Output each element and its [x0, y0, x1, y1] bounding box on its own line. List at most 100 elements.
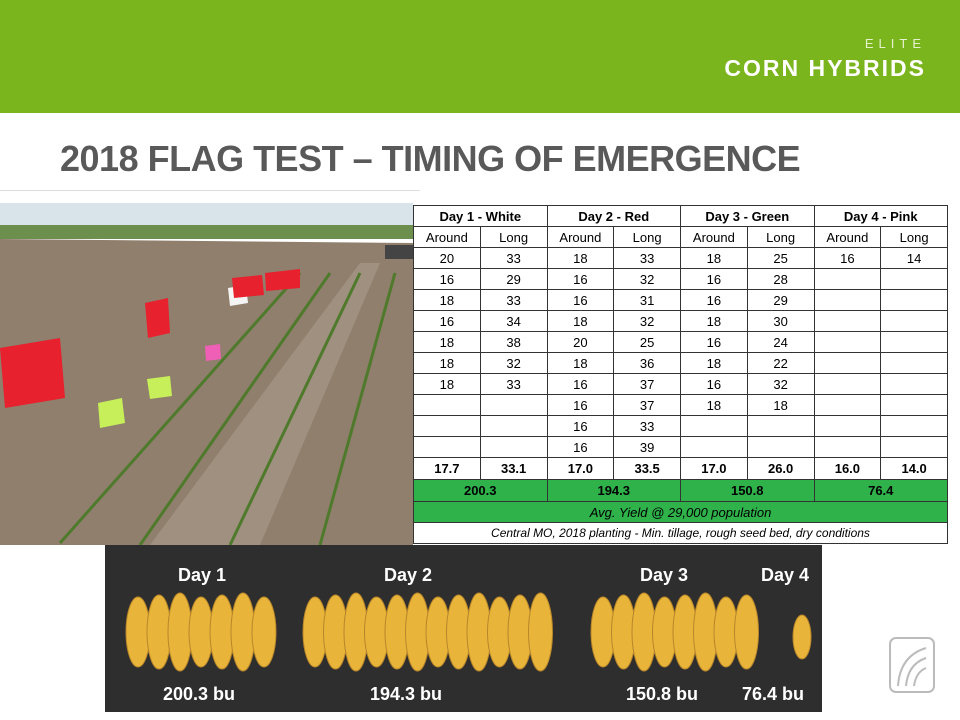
- cell: 38: [479, 331, 548, 353]
- cell: 16: [413, 268, 481, 290]
- corn-cob: [230, 592, 256, 672]
- corn-cob: [188, 596, 214, 668]
- cell: 20: [413, 247, 481, 269]
- cell: [813, 394, 882, 416]
- cell: 25: [746, 247, 815, 269]
- cell: [813, 331, 882, 353]
- average-cell: 17.7: [413, 457, 481, 480]
- data-row: 18 38 20 25 16 24: [413, 331, 948, 353]
- cell: [880, 352, 948, 374]
- cell: [680, 436, 748, 458]
- yield-cell: 200.3: [413, 479, 548, 502]
- cell: 16: [546, 415, 615, 437]
- cell: 16: [680, 331, 748, 353]
- cell: 16: [546, 373, 615, 395]
- average-cell: 17.0: [546, 457, 615, 480]
- cell: [413, 436, 481, 458]
- cell: 34: [479, 310, 548, 332]
- title-rule: [0, 190, 420, 191]
- bushel-label: 150.8 bu: [626, 684, 699, 704]
- cell: 18: [413, 289, 481, 311]
- cell: 16: [680, 268, 748, 290]
- cell: 33: [479, 373, 548, 395]
- cell: 36: [613, 352, 681, 374]
- yield-cell: 194.3: [546, 479, 681, 502]
- group-header: Day 4 - Pink: [813, 205, 948, 227]
- cell: [880, 268, 948, 290]
- footnote-row: Central MO, 2018 planting - Min. tillage…: [413, 522, 948, 544]
- cell: 31: [613, 289, 681, 311]
- data-row: 20 33 18 33 18 25 16 14: [413, 247, 948, 269]
- cell: [880, 436, 948, 458]
- cell: 32: [613, 310, 681, 332]
- corn-cob: [251, 596, 277, 668]
- cell: 32: [613, 268, 681, 290]
- average-cell: 26.0: [746, 457, 815, 480]
- average-cell: 16.0: [813, 457, 882, 480]
- cell: 18: [680, 352, 748, 374]
- subheader-row: Around Long Around Long Around Long Around Long: [413, 226, 948, 248]
- subheader: Around: [813, 226, 882, 248]
- bushel-label: 194.3 bu: [370, 684, 443, 704]
- day-label: Day 1: [178, 565, 227, 585]
- cell: [813, 289, 882, 311]
- data-row: 18 32 18 36 18 22: [413, 352, 948, 374]
- cell: [880, 331, 948, 353]
- logo-icon: [889, 637, 935, 693]
- cell: [813, 310, 882, 332]
- data-row: 16 37 18 18: [413, 394, 948, 416]
- cell: 33: [479, 289, 548, 311]
- cell: 24: [746, 331, 815, 353]
- data-row: 16 39: [413, 436, 948, 458]
- cell: 18: [413, 331, 481, 353]
- brand-tagline: ELITE: [864, 36, 926, 51]
- cell: 16: [546, 394, 615, 416]
- cell: 30: [746, 310, 815, 332]
- bushel-label: 200.3 bu: [163, 684, 236, 704]
- cell: 29: [479, 268, 548, 290]
- subheader: Long: [479, 226, 548, 248]
- cell: [813, 436, 882, 458]
- data-row: 18 33 16 31 16 29: [413, 289, 948, 311]
- field-photo: [0, 203, 413, 545]
- subheader: Around: [680, 226, 748, 248]
- cell: 22: [746, 352, 815, 374]
- cell: 32: [479, 352, 548, 374]
- cell: [813, 373, 882, 395]
- cell: [413, 415, 481, 437]
- cell: 39: [613, 436, 681, 458]
- cell: 18: [546, 310, 615, 332]
- cell: [680, 415, 748, 437]
- emergence-table: Day 1 - White Day 2 - Red Day 3 - Green Day…: [413, 205, 948, 544]
- average-row: 17.7 33.1 17.0 33.5 17.0 26.0 16.0 14.0: [413, 457, 948, 480]
- slide-title: 2018 FLAG TEST – TIMING OF EMERGENCE: [60, 138, 801, 179]
- yield-row: 200.3 194.3 150.8 76.4: [413, 479, 948, 502]
- cell: [880, 373, 948, 395]
- average-cell: 17.0: [680, 457, 748, 480]
- cell: 18: [413, 352, 481, 374]
- cell: [880, 394, 948, 416]
- cell: [479, 415, 548, 437]
- cell: [880, 310, 948, 332]
- group-header: Day 2 - Red: [546, 205, 681, 227]
- cell: [880, 289, 948, 311]
- bushel-label: 76.4 bu: [742, 684, 805, 704]
- cell: 25: [613, 331, 681, 353]
- yield-note-row: Avg. Yield @ 29,000 population: [413, 501, 948, 523]
- cell: 33: [479, 247, 548, 269]
- data-row: 16 33: [413, 415, 948, 437]
- day-label: Day 3: [640, 565, 689, 585]
- data-row: 18 33 16 37 16 32: [413, 373, 948, 395]
- data-row: 16 34 18 32 18 30: [413, 310, 948, 332]
- data-row: 16 29 16 32 16 28: [413, 268, 948, 290]
- cell: 16: [546, 436, 615, 458]
- subheader: Long: [880, 226, 948, 248]
- cell: 37: [613, 373, 681, 395]
- cell: 16: [546, 268, 615, 290]
- corn-cob: [734, 594, 759, 670]
- subheader: Around: [546, 226, 615, 248]
- cell: 28: [746, 268, 815, 290]
- group-header: Day 3 - Green: [680, 205, 815, 227]
- cell: 18: [546, 247, 615, 269]
